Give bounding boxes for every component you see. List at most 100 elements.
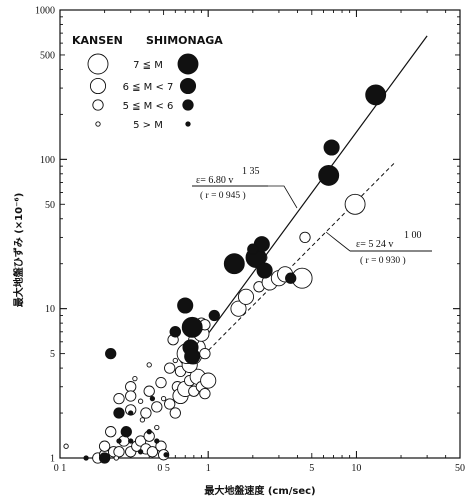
kansen-point xyxy=(237,288,255,305)
legend-kansen-marker xyxy=(89,77,107,95)
fit-leader-dashed xyxy=(325,231,351,252)
fit-line-solid xyxy=(189,35,428,360)
fit-equation-dashed: ε= 5 24 v xyxy=(356,239,393,250)
y-axis-label: 最大地盤ひずみ (×10⁻⁶) xyxy=(12,193,25,308)
x-tick-label: 10 xyxy=(351,463,361,474)
shimonaga-point xyxy=(83,455,89,461)
fit-correlation-solid: ( r = 0 945 ) xyxy=(200,190,246,201)
legend-row-label: 7 ≦ M xyxy=(133,60,163,71)
fit-leader-solid xyxy=(268,185,298,209)
x-tick-label: 1 xyxy=(206,463,211,474)
shimonaga-point xyxy=(154,438,160,444)
fit-exponent-dashed: 1 00 xyxy=(404,230,422,241)
kansen-point xyxy=(169,407,181,419)
y-axis-ticks: 1 5 10 50 100 500 1000 xyxy=(35,6,460,465)
kansen-point xyxy=(200,372,217,389)
shimonaga-point xyxy=(177,297,194,314)
legend-shimonaga-marker xyxy=(185,121,191,127)
x-axis-ticks: 0 1 0 5 1 5 10 50 xyxy=(54,10,465,474)
legend-header-kansen: KANSEN xyxy=(72,34,123,47)
fit-line-dashed xyxy=(193,162,395,366)
kansen-point xyxy=(299,231,311,244)
shimonaga-point xyxy=(247,243,259,255)
shimonaga-point xyxy=(365,84,387,106)
shimonaga-point xyxy=(137,449,144,455)
legend-kansen-marker xyxy=(87,53,109,75)
y-tick-label: 100 xyxy=(40,155,55,166)
legend-row-label: 6 ≦ M < 7 xyxy=(123,82,174,93)
y-tick-label: 10 xyxy=(45,304,55,315)
data-points xyxy=(63,84,387,464)
legend-header-shimonaga: SHIMONAGA xyxy=(146,34,223,47)
shimonaga-point xyxy=(208,309,220,322)
shimonaga-point xyxy=(128,438,134,444)
fit-annotation-dashed: ε= 5 24 v 1 00 ( r = 0 930 ) xyxy=(325,230,432,266)
kansen-point xyxy=(146,362,152,368)
kansen-point xyxy=(134,435,147,447)
fit-annotation-solid: ε= 6.80 v 1 35 ( r = 0 945 ) xyxy=(192,166,298,209)
y-tick-label: 1 xyxy=(50,454,55,465)
y-tick-label: 50 xyxy=(45,200,55,211)
shimonaga-point xyxy=(169,326,181,338)
x-tick-label: 0 1 xyxy=(54,463,67,474)
shimonaga-point xyxy=(128,410,134,416)
shimonaga-point xyxy=(256,262,273,279)
shimonaga-point xyxy=(323,139,340,156)
legend-row-label: 5 > M xyxy=(133,120,163,131)
shimonaga-point xyxy=(223,253,245,275)
kansen-point xyxy=(137,398,144,404)
kansen-point xyxy=(125,390,137,402)
kansen-point xyxy=(160,395,167,402)
kansen-point xyxy=(164,398,176,410)
shimonaga-point xyxy=(163,452,169,458)
shimonaga-point xyxy=(120,426,132,438)
shimonaga-point xyxy=(105,347,117,360)
x-tick-label: 5 xyxy=(309,463,314,474)
shimonaga-point xyxy=(146,429,152,435)
fit-exponent-solid: 1 35 xyxy=(242,166,260,177)
kansen-point xyxy=(155,376,167,389)
kansen-point xyxy=(63,443,69,449)
shimonaga-point xyxy=(149,395,156,402)
legend-shimonaga-marker xyxy=(179,77,197,95)
shimonaga-point xyxy=(285,272,297,284)
legend: KANSEN SHIMONAGA 7 ≦ M 6 ≦ M < 7 5 ≦ M < 6… xyxy=(72,34,223,131)
y-tick-label: 1000 xyxy=(35,6,55,17)
kansen-point xyxy=(344,193,366,215)
kansen-point xyxy=(140,407,152,419)
kansen-point xyxy=(139,417,146,423)
shimonaga-point xyxy=(98,452,111,464)
kansen-point xyxy=(154,424,160,431)
kansen-point xyxy=(98,440,111,452)
kansen-point xyxy=(151,401,163,413)
kansen-point xyxy=(230,300,247,317)
kansen-point xyxy=(146,446,159,458)
x-axis-label: 最大地盤速度 (cm/sec) xyxy=(204,484,315,497)
kansen-point xyxy=(143,385,155,397)
shimonaga-point xyxy=(184,348,201,365)
shimonaga-point xyxy=(181,316,203,338)
fit-equation-solid: ε= 6.80 v xyxy=(196,175,233,186)
legend-kansen-marker xyxy=(95,121,101,127)
legend-shimonaga-marker xyxy=(177,53,199,75)
y-tick-label: 5 xyxy=(50,349,55,360)
legend-kansen-marker xyxy=(92,99,104,111)
kansen-point xyxy=(199,387,211,400)
kansen-point xyxy=(113,392,125,405)
legend-row-label: 5 ≦ M < 6 xyxy=(123,101,174,112)
plot-frame xyxy=(59,9,461,459)
kansen-point xyxy=(113,455,119,461)
x-tick-label: 0 5 xyxy=(157,463,170,474)
legend-shimonaga-marker xyxy=(182,99,194,111)
fit-lines xyxy=(189,35,428,366)
legend-rows: 7 ≦ M 6 ≦ M < 7 5 ≦ M < 6 5 > M xyxy=(87,53,199,131)
y-tick-label: 500 xyxy=(40,50,55,61)
kansen-point xyxy=(199,347,211,360)
kansen-point xyxy=(172,357,178,364)
x-tick-label: 50 xyxy=(455,463,465,474)
fit-correlation-dashed: ( r = 0 930 ) xyxy=(360,255,406,266)
kansen-point xyxy=(125,381,137,393)
kansen-point xyxy=(105,426,117,438)
shimonaga-point xyxy=(113,407,125,419)
